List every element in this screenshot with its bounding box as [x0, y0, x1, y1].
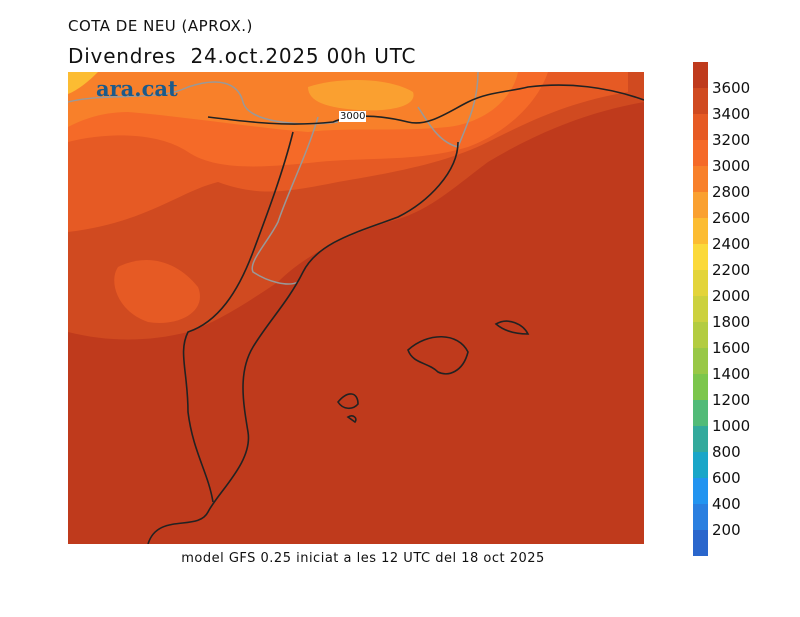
colorbar-tick-label: 2400	[712, 235, 751, 253]
contour-label-3000: 3000	[339, 111, 367, 122]
colorbar-tick-label: 1000	[712, 417, 751, 435]
colorbar-bin	[693, 140, 708, 166]
colorbar-bin	[693, 504, 708, 530]
colorbar	[693, 62, 708, 556]
colorbar-bin	[693, 374, 708, 400]
colorbar-bin	[693, 62, 708, 88]
colorbar-tick-label: 1800	[712, 313, 751, 331]
colorbar-bin	[693, 348, 708, 374]
colorbar-bin	[693, 166, 708, 192]
colorbar-tick-label: 800	[712, 443, 741, 461]
colorbar-bin	[693, 530, 708, 556]
colorbar-tick-label: 2200	[712, 261, 751, 279]
ara-cat-logo: ara.cat	[96, 76, 178, 101]
colorbar-tick-label: 200	[712, 521, 741, 539]
colorbar-tick-label: 1200	[712, 391, 751, 409]
map-title: COTA DE NEU (APROX.)	[68, 17, 253, 35]
field-2800-3000	[68, 72, 518, 132]
colorbar-tick-label: 2600	[712, 209, 751, 227]
snow-level-map	[68, 72, 644, 544]
colorbar-bin	[693, 270, 708, 296]
colorbar-tick-label: 2800	[712, 183, 751, 201]
colorbar-bin	[693, 452, 708, 478]
colorbar-tick-label: 3600	[712, 79, 751, 97]
colorbar-tick-label: 600	[712, 469, 741, 487]
colorbar-tick-label: 3000	[712, 157, 751, 175]
colorbar-bin	[693, 218, 708, 244]
colorbar-bin	[693, 244, 708, 270]
colorbar-bin	[693, 192, 708, 218]
colorbar-tick-label: 400	[712, 495, 741, 513]
colorbar-bin	[693, 296, 708, 322]
colorbar-tick-label: 1400	[712, 365, 751, 383]
colorbar-tick-label: 1600	[712, 339, 751, 357]
colorbar-bin	[693, 400, 708, 426]
colorbar-tick-label: 3400	[712, 105, 751, 123]
colorbar-bin	[693, 88, 708, 114]
colorbar-bin	[693, 478, 708, 504]
model-run-footer: model GFS 0.25 iniciat a les 12 UTC del …	[181, 551, 545, 566]
colorbar-bin	[693, 114, 708, 140]
field-3200-3400-patch	[114, 259, 200, 323]
colorbar-tick-label: 3200	[712, 131, 751, 149]
coastline	[147, 84, 644, 544]
map-subtitle: Divendres 24.oct.2025 00h UTC	[68, 44, 417, 68]
colorbar-bin	[693, 322, 708, 348]
field-2600-2800	[308, 80, 414, 111]
colorbar-bin	[693, 426, 708, 452]
field-2400-2600	[68, 72, 98, 94]
colorbar-tick-label: 2000	[712, 287, 751, 305]
